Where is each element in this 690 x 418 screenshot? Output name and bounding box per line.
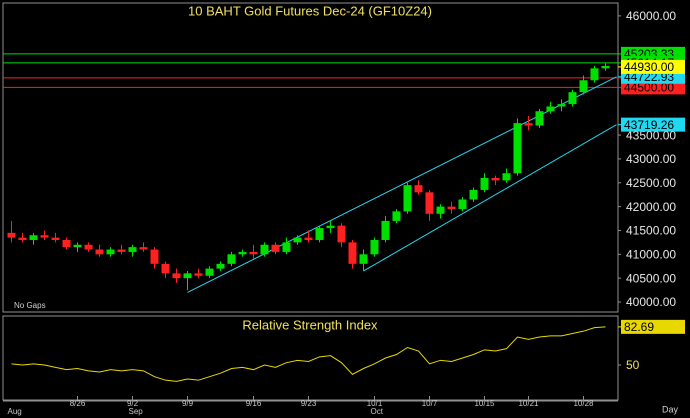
candle-body [227,254,236,264]
x-tick-label: 8/26 [70,399,86,408]
candle-body [194,273,203,276]
x-tick-label: 10/28 [573,399,594,408]
gaps-note: No Gaps [14,301,46,310]
candle-body [7,232,16,238]
candle-body [546,106,555,112]
x-tick-label: 9/9 [182,399,194,408]
candle-body [326,225,335,229]
candle-body [535,111,544,126]
candle-body [62,239,71,248]
candle-body [106,249,115,255]
y-tick-label: 40500.00 [626,271,676,285]
candle-body [249,251,258,255]
trend-line [363,124,617,272]
trend-label-box [621,117,685,132]
price-panel [2,2,619,313]
last-price-label-box [621,59,685,74]
y-tick-label: 46000.00 [626,9,676,23]
y-tick-label: 40000.00 [626,295,676,309]
candle-body [469,189,478,200]
candle-body [381,220,390,240]
candle-body [40,235,49,238]
candle-body [436,206,445,214]
month-label: Oct [371,407,384,416]
level-label: 44500.00 [624,81,674,95]
x-tick-label: 9/16 [246,399,262,408]
candle-body [216,263,225,269]
y-tick-label: 42500.00 [626,176,676,190]
candle-body [282,242,291,252]
candle-body [392,211,401,221]
y-tick-label: 43500.00 [626,128,676,142]
candle-body [271,244,280,252]
candle-body [238,251,247,255]
x-tick-label: 10/15 [474,399,495,408]
candle-body [359,254,368,264]
x-tick-label: 9/23 [301,399,317,408]
x-tick-label: 10/21 [518,399,539,408]
candle-body [513,123,522,174]
rsi-panel [2,315,619,401]
candle-body [414,185,423,193]
y-tick-label: 42000.00 [626,200,676,214]
candle-body [139,247,148,250]
candle-body [491,178,500,181]
y-tick-label: 50 [626,358,640,372]
candle-body [51,237,60,240]
candle-body [502,173,511,181]
candle-body [29,235,38,240]
candle-body [337,225,346,243]
month-label: Aug [8,407,22,416]
candle-body [480,178,489,190]
trend-line [187,76,617,293]
candle-body [293,237,302,243]
candle-body [183,273,192,279]
candle-body [348,242,357,264]
candle-body [568,92,577,105]
rsi-last-label: 82.69 [624,320,654,334]
x-tick-label: 10/1 [367,399,383,408]
interval-label: Day [662,404,679,414]
rsi-title: Relative Strength Index [242,317,378,332]
candle-body [524,123,533,126]
candle-body [205,268,214,276]
candle-body [601,65,610,69]
candle-body [128,247,137,252]
level-label-box [621,80,685,95]
candle-body [95,249,104,255]
candle-body [161,263,170,274]
candle-body [557,104,566,107]
candle-body [403,185,412,212]
candle-body [84,244,93,250]
y-tick-label: 41000.00 [626,247,676,261]
candle-body [304,237,313,240]
candle-body [172,273,181,279]
candle-body [117,249,126,252]
y-tick-label: 43000.00 [626,152,676,166]
candle-body [425,192,434,214]
chart-title: 10 BAHT Gold Futures Dec-24 (GF10Z24) [188,3,432,18]
candle-body [315,228,324,240]
candle-body [18,237,27,240]
last-price-label: 44930.00 [624,60,674,74]
rsi-line [11,326,606,382]
candle-body [260,244,269,255]
candle-body [590,68,599,81]
rsi-last-label-box [621,319,685,334]
trend-label: 43719.26 [624,118,674,132]
candle-body [150,249,159,264]
x-tick-label: 10/7 [422,399,438,408]
y-tick-label: 41500.00 [626,224,676,238]
month-label: Sep [129,407,144,416]
candle-body [73,244,82,248]
candle-body [370,239,379,255]
candle-body [458,199,467,209]
candle-body [447,206,456,209]
x-tick-label: 9/2 [127,399,139,408]
candle-body [579,80,588,93]
